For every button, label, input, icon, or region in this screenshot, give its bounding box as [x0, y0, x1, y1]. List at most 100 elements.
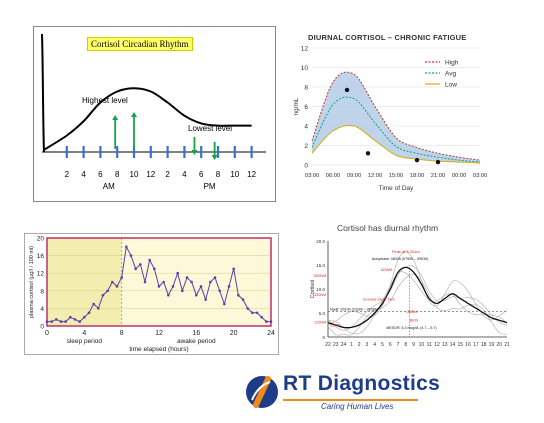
y-axis-label: ng/mL — [293, 97, 300, 115]
x-tick-label: 12 — [155, 330, 163, 337]
data-point — [78, 320, 81, 323]
x-tick-label: 4 — [82, 330, 86, 337]
range-band — [312, 72, 480, 164]
data-point — [227, 285, 231, 288]
cortisol-curve — [43, 87, 252, 151]
x-tick-label: 12 — [247, 170, 256, 179]
data-point — [414, 157, 420, 163]
x-tick-label: 22 — [325, 342, 331, 348]
logo-underline — [283, 399, 418, 401]
x-tick-label: 6 — [98, 170, 103, 179]
individual-profile — [327, 251, 508, 326]
data-point — [129, 254, 133, 257]
x-tick-label: 16 — [192, 330, 200, 337]
data-point — [148, 258, 151, 262]
x-tick-label: 8 — [115, 170, 120, 179]
annotation-nadir: Nadir: 0010h (2339h – 0038h) — [330, 308, 378, 312]
data-point — [92, 302, 95, 306]
data-point — [241, 298, 245, 301]
chart-title: DIURNAL CORTISOL – CHRONIC FATIGUE — [308, 33, 467, 42]
y-tick-label: 4 — [40, 306, 44, 313]
y-tick-label: 20 — [37, 236, 45, 243]
data-point — [45, 320, 49, 323]
annotation-highest: Highest level — [82, 96, 128, 105]
x-tick-label: 2 — [65, 170, 70, 179]
series-line-high — [311, 71, 481, 161]
data-point — [199, 285, 203, 288]
y-tick-label: 8 — [40, 288, 44, 295]
axis-spike — [41, 33, 45, 153]
y-tick-label: 12 — [37, 271, 45, 278]
data-point — [195, 293, 198, 297]
data-point — [190, 280, 193, 284]
circadian-rhythm-plot: 2 4 6 8 10 12 2 4 6 8 10 12 AM PM Highest level Lowest … — [41, 33, 266, 191]
x-tick-label: 8 — [404, 342, 407, 348]
highest-arrow-head — [131, 112, 137, 117]
x-tick-label: 0 — [45, 330, 49, 337]
y-tick-label: 20.0 — [316, 239, 325, 244]
x-axis-label: time elapsed (hours) — [129, 346, 188, 353]
individual-profile — [327, 271, 508, 335]
x-tick-label: 21 — [504, 342, 510, 348]
data-point — [237, 293, 240, 297]
x-tick-label: 15 — [458, 342, 464, 348]
y-tick-label: 2 — [304, 143, 308, 150]
mean-profile — [327, 266, 508, 329]
period-label: AM — [103, 182, 115, 191]
series-line-avg — [311, 96, 481, 163]
annotation-330: 330NM — [314, 293, 326, 297]
data-point — [73, 318, 77, 321]
x-tick-label: 8 — [216, 170, 221, 179]
data-point — [69, 315, 72, 319]
x-tick-label: 09:00 — [347, 173, 362, 179]
data-point — [435, 159, 441, 165]
data-point — [162, 280, 165, 284]
x-tick-label: 8 — [120, 330, 124, 337]
annotation-125: 125NM — [314, 321, 326, 325]
y-tick-label: 5.0 — [319, 311, 326, 316]
x-tick-label: 03:00 — [473, 173, 488, 179]
x-tick-label: 9 — [412, 342, 415, 348]
plasma-cortisol-chart: 0 4 8 12 16 20 0 4 8 12 16 20 24 sleep period awake pe… — [24, 233, 279, 355]
chronic-fatigue-chart: 0 2 4 6 8 10 12 03:00 06:00 09:00 12:00 15:00 18:00 2… — [290, 28, 490, 203]
annotation-mesor: MESOR: 5.3 mcg/dL (4.7 – 5.7) — [386, 326, 436, 330]
data-point — [87, 311, 91, 315]
y-tick-label: 8 — [304, 85, 308, 92]
chart-title: Cortisol Circadian Rhythm — [87, 37, 193, 51]
data-point — [204, 298, 207, 301]
y-tick-label: 15.0 — [316, 263, 325, 268]
x-tick-label: 10 — [230, 170, 239, 179]
data-point — [125, 245, 128, 249]
data-point — [260, 315, 263, 319]
y-tick-label: 16 — [37, 253, 45, 260]
plasma-cortisol-plot: 0 4 8 12 16 20 0 4 8 12 16 20 24 sleep period awake pe… — [29, 236, 275, 354]
data-point — [139, 263, 142, 266]
data-point — [153, 267, 156, 271]
circadian-rhythm-chart: 2 4 6 8 10 12 2 4 6 8 10 12 AM PM Highest level Lowest … — [33, 26, 276, 202]
x-tick-label: 06:00 — [326, 173, 341, 179]
data-point — [97, 307, 100, 310]
diurnal-rhythm-chart: 0 5.0 10.0 15.0 20.0 22 23 24 1 2 3 4 5 6 7 8 9 10 11 12 13 1… — [300, 219, 513, 355]
x-tick-label: 11 — [427, 342, 432, 348]
x-tick-label: 10 — [130, 170, 139, 179]
x-tick-label: 24 — [267, 330, 275, 337]
data-point — [55, 318, 58, 321]
x-tick-label: 12:00 — [368, 173, 383, 179]
x-tick-label: 03:00 — [305, 173, 320, 179]
x-tick-label: 16 — [465, 342, 471, 348]
period-label: PM — [204, 182, 216, 191]
data-point — [185, 276, 189, 279]
highest-arrow-head — [112, 115, 119, 120]
annotation-55: 55NM — [330, 323, 340, 327]
y-axis-label: Cortisol — [310, 280, 316, 299]
x-tick-label: 5 — [381, 342, 384, 348]
x-tick-label: 4 — [81, 170, 86, 179]
lowest-arrow-head — [191, 150, 198, 155]
data-point — [59, 320, 63, 323]
logo-tagline: Caring Human Lives — [321, 402, 394, 411]
x-tick-label: 20 — [230, 330, 238, 337]
data-point — [265, 320, 268, 323]
x-tick-label: 3 — [366, 342, 369, 348]
data-point — [218, 289, 221, 293]
y-axis-label: plasma cortisol (µg/l / 100 ml) — [29, 246, 35, 318]
